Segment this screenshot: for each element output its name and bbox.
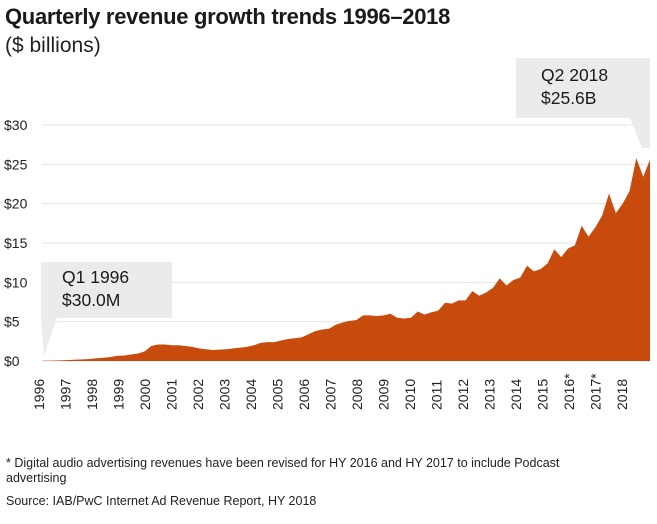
x-tick-label: 2004 xyxy=(243,379,259,410)
callout-q1-1996-value: $30.0M xyxy=(62,290,120,310)
y-axis-labels: $0 $5 $10 $15 $20 $25 $30 xyxy=(4,117,28,369)
y-tick-label: $15 xyxy=(4,235,28,251)
callout-q1-1996-box xyxy=(41,262,172,356)
y-tick-label: $0 xyxy=(4,353,20,369)
revenue-area xyxy=(42,158,650,361)
x-tick-label: 2003 xyxy=(217,379,233,410)
x-tick-label: 2008 xyxy=(349,379,365,410)
x-tick-label: 2002 xyxy=(190,379,206,410)
x-tick-label: 1997 xyxy=(58,379,74,410)
x-tick-label: 2013 xyxy=(482,379,498,410)
x-tick-label: 1999 xyxy=(111,379,127,410)
y-tick-label: $5 xyxy=(4,314,20,330)
x-axis-labels: 1996 1997 1998 1999 2000 2001 2002 2003 2004 2005… xyxy=(31,373,630,410)
x-tick-label: 2005 xyxy=(270,379,286,410)
x-tick-label: 2011 xyxy=(429,380,445,410)
x-tick-label: 1996 xyxy=(31,379,47,410)
callout-q1-1996-line1: Q1 1996 xyxy=(62,267,129,287)
y-tick-label: $20 xyxy=(4,196,28,212)
x-tick-label: 1998 xyxy=(84,379,100,410)
callout-q2-2018-value: $25.6B xyxy=(541,88,596,108)
x-tick-label: 2000 xyxy=(137,379,153,410)
source-note: Source: IAB/PwC Internet Ad Revenue Repo… xyxy=(6,494,317,508)
x-tick-label: 2016* xyxy=(561,373,577,410)
callout-q2-2018: Q2 2018 $25.6B xyxy=(516,58,650,148)
x-tick-label: 2014 xyxy=(508,379,524,410)
y-tick-label: $25 xyxy=(4,156,28,172)
chart-subtitle: ($ billions) xyxy=(5,34,101,57)
x-tick-label: 2017* xyxy=(588,373,604,410)
x-tick-label: 2007 xyxy=(323,379,339,410)
callout-q2-2018-line1: Q2 2018 xyxy=(541,65,608,85)
footnote: * Digital audio advertising revenues hav… xyxy=(6,456,560,485)
y-tick-label: $30 xyxy=(4,117,28,133)
callout-q1-1996: Q1 1996 $30.0M xyxy=(41,262,172,356)
x-tick-label: 2001 xyxy=(164,379,180,410)
x-tick-label: 2006 xyxy=(296,379,312,410)
x-tick-label: 2009 xyxy=(376,379,392,410)
x-tick-label: 2010 xyxy=(402,379,418,410)
y-tick-label: $10 xyxy=(4,274,28,290)
chart-title: Quarterly revenue growth trends 1996–201… xyxy=(5,4,451,29)
x-tick-label: 2012 xyxy=(455,379,471,410)
callout-q2-2018-box xyxy=(516,58,650,148)
x-tick-label: 2018 xyxy=(614,379,630,410)
x-tick-label: 2015 xyxy=(535,379,551,410)
revenue-area-chart: $0 $5 $10 $15 $20 $25 $30 1996 1997 1998 1999 2000… xyxy=(4,58,650,410)
